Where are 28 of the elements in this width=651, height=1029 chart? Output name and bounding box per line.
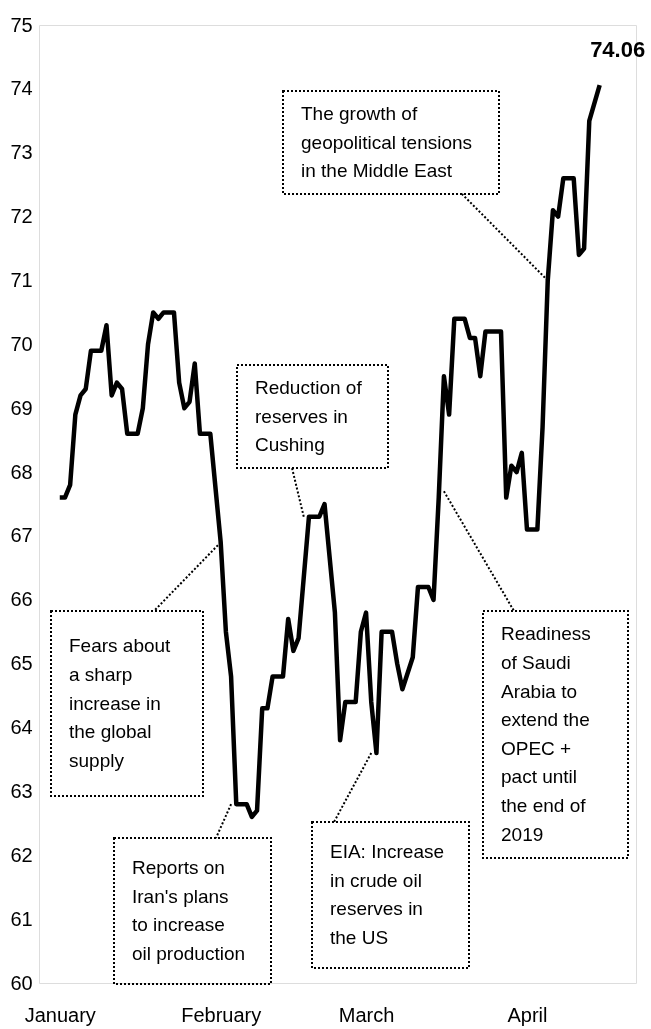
x-tick-label: March <box>338 1003 395 1026</box>
annotation: Reports on Iran's plans to increase oil production <box>132 857 246 964</box>
annotation: Readiness of Saudi Arabia to extend the OPEC + pact until the end of 2019 <box>501 623 591 845</box>
y-tick-label: 65 <box>10 652 33 675</box>
y-tick-label: 70 <box>10 332 33 355</box>
y-tick-label: 75 <box>10 13 33 36</box>
x-tick-label: April <box>507 1003 548 1026</box>
annotation: EIA: Increase in crude oil reserves in the US <box>330 841 445 948</box>
y-tick-label: 68 <box>10 460 33 483</box>
y-tick-label: 72 <box>10 205 33 228</box>
y-tick-label: 66 <box>10 588 33 611</box>
annotation: The growth of geopolitical tensions in the Middle East <box>301 102 473 182</box>
y-tick-label: 64 <box>10 716 33 739</box>
y-tick-label: 62 <box>10 843 33 866</box>
y-tick-label: 71 <box>10 268 33 291</box>
y-tick-label: 69 <box>10 396 33 419</box>
y-tick-label: 67 <box>10 524 33 547</box>
y-tick-label: 60 <box>10 971 33 994</box>
annotation: Reduction of reserves in Cushing <box>255 376 363 456</box>
y-tick-label: 74 <box>10 77 33 100</box>
annotation: 74.06 <box>590 37 646 63</box>
x-tick-label: January <box>24 1003 96 1026</box>
annotation: Fears about a sharp increase in the global supply <box>69 635 172 771</box>
x-tick-label: February <box>181 1003 262 1026</box>
line-series <box>57 82 602 820</box>
y-tick-label: 73 <box>10 141 33 164</box>
y-tick-label: 63 <box>10 779 33 802</box>
y-tick-label: 61 <box>10 907 33 930</box>
